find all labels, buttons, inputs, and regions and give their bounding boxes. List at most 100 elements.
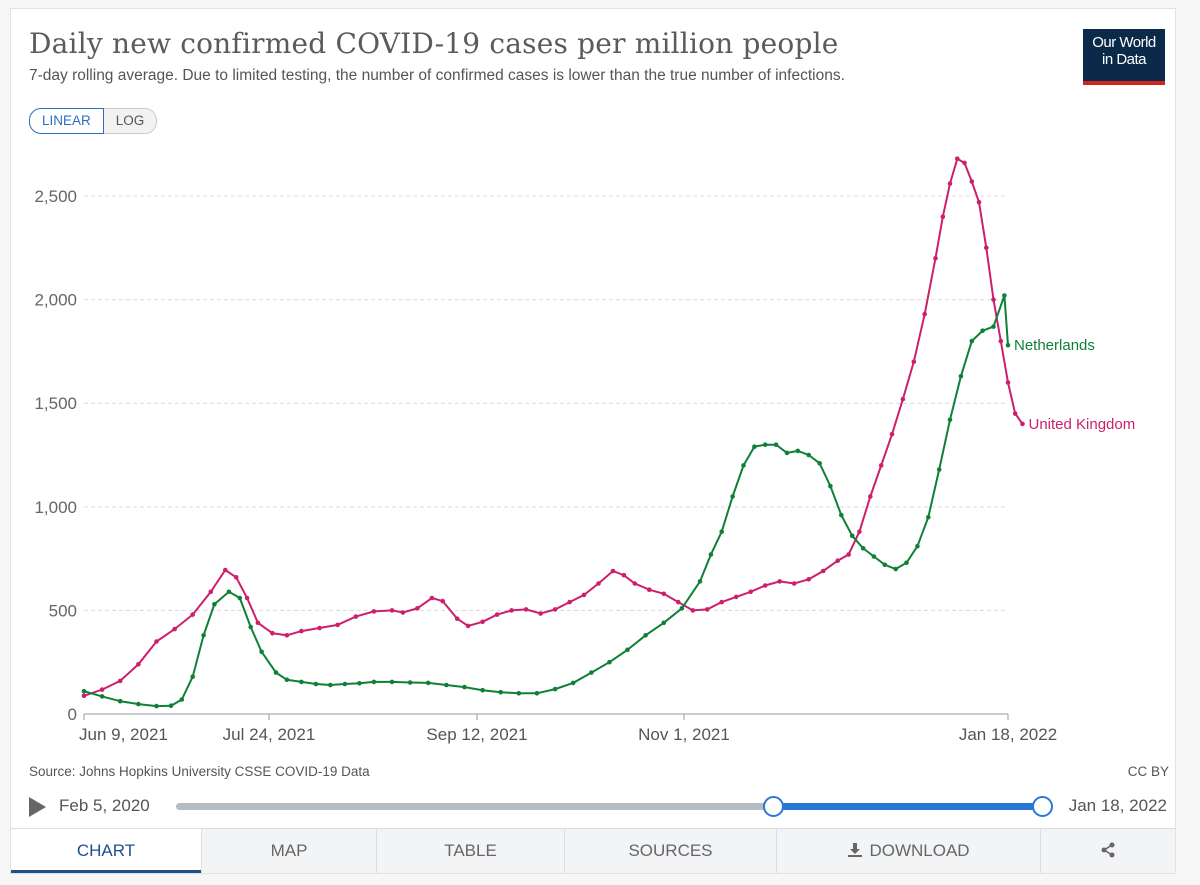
x-tick-label: Jan 18, 2022 xyxy=(959,725,1057,744)
download-icon xyxy=(848,843,863,857)
tab-sources[interactable]: SOURCES xyxy=(564,829,776,873)
data-point xyxy=(1020,421,1025,427)
data-point xyxy=(425,680,431,686)
x-tick-label: Jun 9, 2021 xyxy=(79,725,168,744)
owid-logo[interactable]: Our World in Data xyxy=(1083,29,1165,85)
data-point xyxy=(835,558,840,563)
data-point xyxy=(882,562,888,568)
data-point xyxy=(849,533,855,539)
log-scale-button[interactable]: LOG xyxy=(103,108,158,134)
data-point xyxy=(313,681,319,687)
series-end-label[interactable]: United Kingdom xyxy=(1028,416,1135,433)
y-tick-label: 2,000 xyxy=(34,291,77,310)
data-point xyxy=(480,687,485,693)
linear-scale-button[interactable]: LINEAR xyxy=(29,108,104,134)
data-point xyxy=(259,649,264,655)
data-point xyxy=(415,606,420,611)
data-point xyxy=(947,417,953,423)
data-point xyxy=(570,680,576,686)
data-point xyxy=(99,694,105,699)
data-point xyxy=(625,647,630,653)
data-point xyxy=(494,612,500,617)
timeline-start-handle[interactable] xyxy=(763,796,784,817)
data-point xyxy=(389,608,395,613)
data-point xyxy=(523,607,529,612)
tab-map[interactable]: MAP xyxy=(201,829,376,873)
tab-chart[interactable]: CHART xyxy=(11,829,201,873)
data-point xyxy=(955,156,960,161)
data-point xyxy=(857,529,862,534)
chart-title: Daily new confirmed COVID-19 cases per m… xyxy=(29,27,839,60)
data-point xyxy=(1012,411,1018,416)
data-point xyxy=(389,679,395,685)
data-point xyxy=(270,630,275,636)
data-point xyxy=(795,448,801,454)
license-note[interactable]: CC BY xyxy=(1127,764,1169,779)
data-point xyxy=(730,494,735,499)
data-point xyxy=(806,577,811,582)
tab-bar: CHART MAP TABLE SOURCES DOWNLOAD xyxy=(11,828,1175,873)
data-point xyxy=(190,612,195,617)
data-point xyxy=(893,566,898,572)
data-point xyxy=(226,589,232,595)
series-end-label[interactable]: Netherlands xyxy=(1014,337,1095,354)
y-tick-label: 0 xyxy=(68,705,77,724)
data-point xyxy=(762,583,768,588)
data-point xyxy=(679,606,685,611)
data-point xyxy=(1002,293,1007,298)
data-point xyxy=(733,594,739,600)
data-point xyxy=(328,682,333,688)
data-point xyxy=(719,599,724,605)
timeline-end-date: Jan 18, 2022 xyxy=(1068,796,1167,815)
timeline-end-handle[interactable] xyxy=(1032,796,1053,817)
data-point xyxy=(248,624,253,630)
data-point xyxy=(828,483,833,489)
tab-share[interactable] xyxy=(1040,829,1175,873)
data-point xyxy=(136,701,141,707)
play-icon[interactable] xyxy=(29,797,46,817)
source-note[interactable]: Source: Johns Hopkins University CSSE CO… xyxy=(29,764,370,779)
data-point xyxy=(596,581,601,586)
data-point xyxy=(860,546,866,551)
timeline-track[interactable] xyxy=(176,796,1053,817)
tab-table[interactable]: TABLE xyxy=(376,829,564,873)
timeline: Feb 5, 2020 Jan 18, 2022 xyxy=(11,789,1175,825)
data-point xyxy=(621,572,627,578)
data-point xyxy=(212,601,217,607)
data-point xyxy=(889,432,895,437)
data-point xyxy=(454,616,460,621)
data-point xyxy=(868,494,873,499)
data-point xyxy=(299,679,304,685)
series-line-united-kingdom[interactable] xyxy=(83,157,1024,697)
data-point xyxy=(237,595,243,601)
data-point xyxy=(752,444,757,450)
data-point xyxy=(1005,380,1011,385)
data-point xyxy=(154,703,159,709)
data-point xyxy=(991,324,996,329)
data-point xyxy=(820,568,826,574)
data-point xyxy=(444,682,449,688)
data-point xyxy=(117,698,123,704)
data-point xyxy=(936,467,942,472)
tab-download[interactable]: DOWNLOAD xyxy=(776,829,1040,873)
x-tick-label: Nov 1, 2021 xyxy=(638,725,730,744)
data-point xyxy=(777,579,782,584)
x-tick-label: Sep 12, 2021 xyxy=(426,725,527,744)
data-point xyxy=(926,514,931,520)
data-point xyxy=(817,461,822,466)
data-point xyxy=(552,686,558,692)
data-point xyxy=(480,619,485,625)
data-point xyxy=(980,328,985,334)
data-point xyxy=(647,587,652,592)
data-point xyxy=(371,679,377,685)
data-point xyxy=(878,463,884,468)
data-point xyxy=(353,614,359,619)
data-point xyxy=(335,622,340,628)
data-point xyxy=(676,599,681,605)
data-point xyxy=(462,684,467,690)
data-point xyxy=(179,697,185,702)
y-tick-label: 1,500 xyxy=(34,394,77,413)
chart-frame: Daily new confirmed COVID-19 cases per m… xyxy=(10,8,1176,874)
data-point xyxy=(299,628,304,634)
data-point xyxy=(741,463,746,468)
